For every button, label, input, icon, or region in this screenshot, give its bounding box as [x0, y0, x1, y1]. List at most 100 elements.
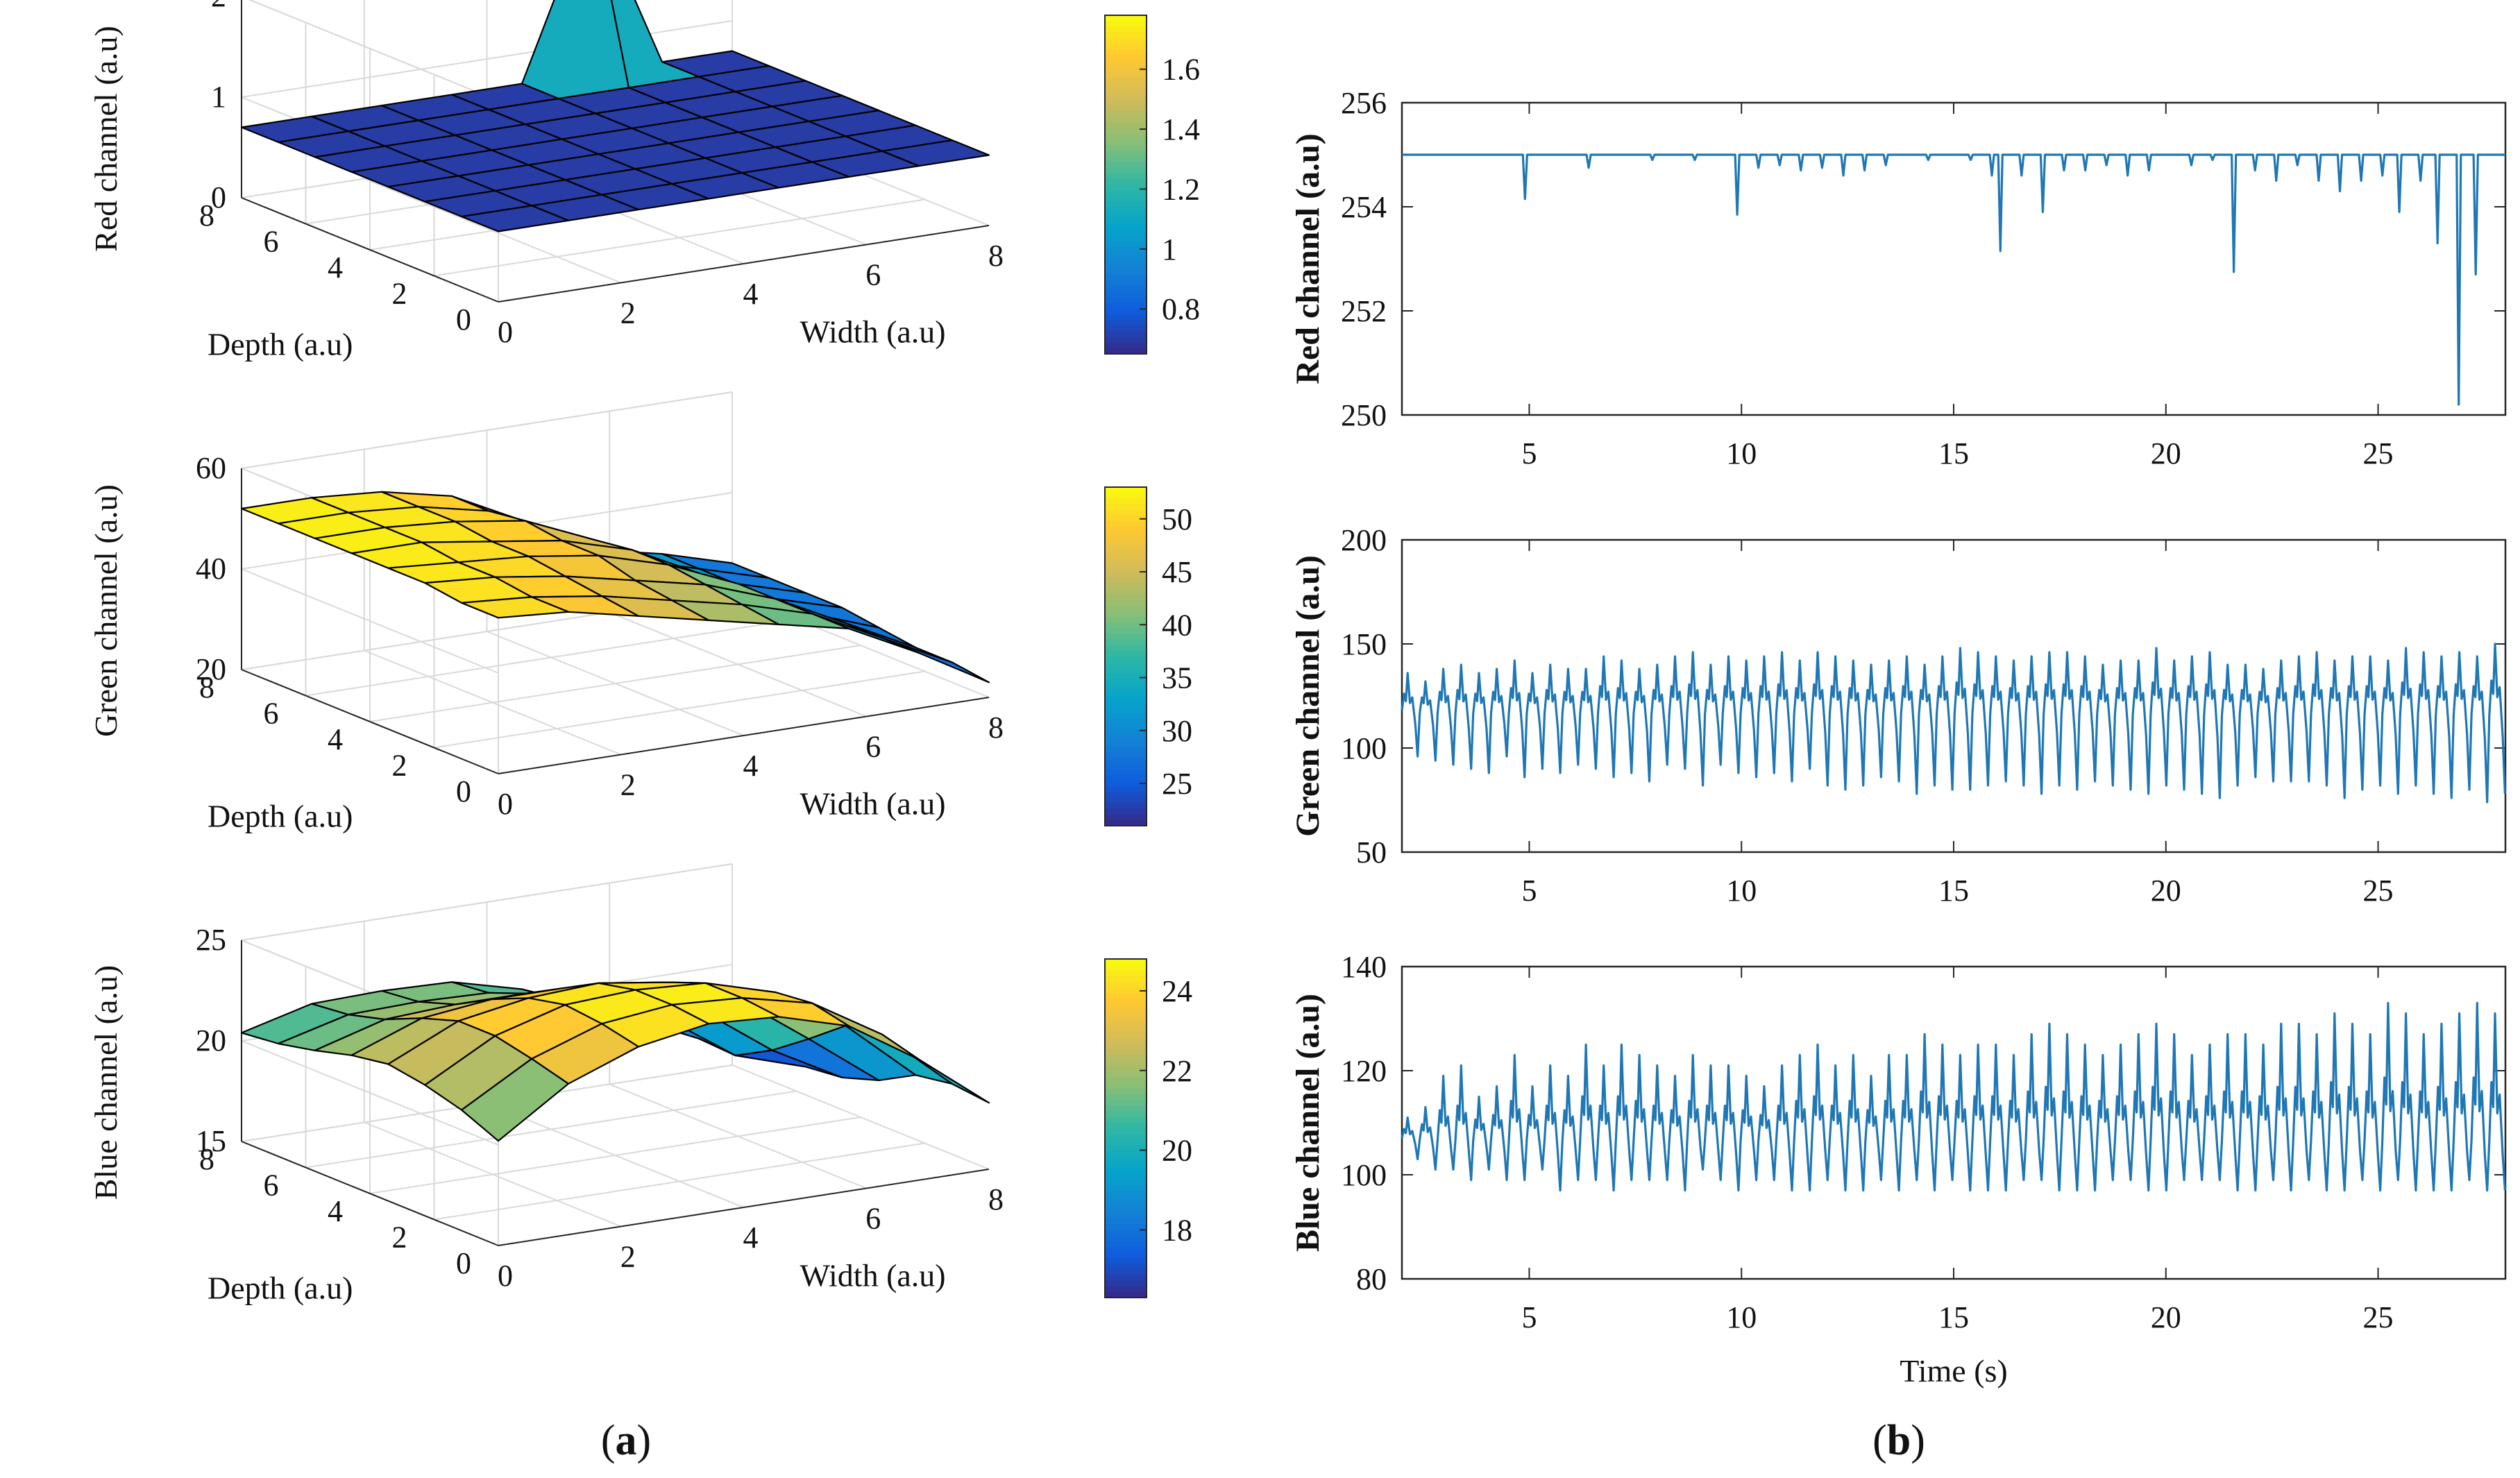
x-axis-label: Width (a.u)	[800, 1258, 945, 1293]
colorbar-segment	[1105, 532, 1147, 539]
colorbar-segment	[1105, 594, 1147, 601]
colorbar-segment	[1105, 792, 1147, 799]
y-axis-label: Blue channel (a.u)	[1289, 994, 1326, 1252]
colorbar-green: 25 30 35 40 45 50	[1104, 486, 1192, 826]
colorbar-segment	[1105, 122, 1147, 129]
x-axis-line	[498, 225, 990, 303]
colorbar-segment	[1105, 1128, 1147, 1135]
colorbar-segment	[1105, 212, 1147, 219]
grid-line	[305, 1090, 797, 1169]
colorbar-segment	[1105, 297, 1147, 304]
surface	[240, 981, 990, 1142]
colorbar-segment	[1105, 1207, 1147, 1214]
x-tick-label: 25	[2363, 436, 2394, 470]
colorbar-segment	[1105, 1071, 1147, 1078]
y-tick-label: 2	[392, 1221, 407, 1255]
colorbar-segment	[1105, 60, 1147, 67]
colorbar-tick-label: 30	[1162, 714, 1192, 748]
x-tick-label: 2	[620, 296, 636, 330]
colorbar-segment	[1105, 218, 1147, 225]
colorbar-segment	[1105, 1150, 1147, 1157]
colorbar-tick-label: 25	[1162, 767, 1192, 801]
colorbar-segment	[1105, 695, 1147, 703]
colorbar-red: 0.8 1 1.2 1.4 1.6	[1104, 15, 1200, 355]
colorbar-segment	[1105, 588, 1147, 595]
colorbar-tick-label: 0.8	[1162, 292, 1200, 326]
line-plot-green: 5 10 15 20 25 50 100 150 200 Green channel (a.u)	[1289, 523, 2507, 908]
colorbar-segment	[1105, 628, 1147, 635]
colorbar-segment	[1105, 190, 1147, 197]
colorbar-segment	[1105, 275, 1147, 282]
colorbar-segment	[1105, 32, 1147, 39]
colorbar-segment	[1105, 1264, 1147, 1271]
colorbar-segment	[1105, 549, 1147, 556]
y-tick-label: 2	[392, 277, 407, 311]
colorbar-segment	[1105, 331, 1147, 338]
colorbar-segment	[1105, 1089, 1147, 1096]
colorbar-segment	[1105, 128, 1147, 135]
colorbar-segment	[1105, 780, 1147, 788]
colorbar-segment	[1105, 77, 1147, 84]
colorbar-segment	[1105, 763, 1147, 770]
z-tick-label: 20	[196, 1023, 226, 1057]
colorbar-segment	[1105, 1145, 1147, 1152]
colorbar-tick-label: 1.2	[1162, 172, 1200, 206]
y-axis-label: Green channel (a.u)	[1289, 555, 1326, 837]
x-tick-label: 5	[1521, 1300, 1537, 1334]
x-tick-label: 20	[2151, 436, 2181, 470]
y-tick-label: 100	[1341, 1158, 1387, 1192]
y-axis-line	[241, 669, 499, 774]
surface	[240, 491, 990, 683]
line-plot-red: 5 10 15 20 25 250 252 254 256 Red channel (a.u)	[1289, 86, 2507, 470]
y-tick-label: 256	[1341, 86, 1387, 120]
y-tick-label: 50	[1356, 835, 1387, 869]
colorbar-segment	[1105, 774, 1147, 781]
colorbar-segment	[1105, 1230, 1147, 1237]
colorbar-segment	[1105, 662, 1147, 669]
y-tick-label: 150	[1341, 627, 1387, 661]
colorbar-segment	[1105, 185, 1147, 192]
colorbar-segment	[1105, 1122, 1147, 1129]
colorbar-segment	[1105, 1258, 1147, 1265]
x-tick-label: 15	[1938, 436, 1969, 470]
colorbar-segment	[1105, 1196, 1147, 1203]
colorbar-segment	[1105, 1179, 1147, 1186]
colorbar-segment	[1105, 718, 1147, 725]
x-axis-label: Time (s)	[1900, 1353, 2008, 1388]
y-tick-label: 6	[264, 225, 279, 259]
x-tick-label: 8	[988, 239, 1004, 273]
colorbar-segment	[1105, 487, 1147, 494]
colorbar-segment	[1105, 1066, 1147, 1073]
grid-line	[369, 645, 861, 722]
y-tick-label: 254	[1341, 190, 1387, 224]
colorbar-segment	[1105, 554, 1147, 561]
colorbar-segment	[1105, 320, 1147, 327]
x-axis-line	[498, 1169, 990, 1246]
y-tick-label: 0	[456, 303, 471, 337]
colorbar-segment	[1105, 797, 1147, 804]
panel-label-b: (b)	[1872, 1417, 1925, 1464]
colorbar-segment	[1105, 970, 1147, 977]
colorbar-segment	[1105, 342, 1147, 349]
grid-line	[241, 391, 733, 469]
colorbar-segment	[1105, 173, 1147, 180]
colorbar-tick-label: 35	[1162, 661, 1192, 695]
colorbar-segment	[1105, 151, 1147, 158]
grid-line	[241, 568, 499, 674]
colorbar-segment	[1105, 1021, 1147, 1028]
colorbar-segment	[1105, 105, 1147, 112]
colorbar-frame	[1104, 958, 1147, 1298]
colorbar-segment	[1105, 1269, 1147, 1276]
colorbar-segment	[1105, 325, 1147, 332]
y-tick-label: 8	[199, 670, 214, 704]
grid-line	[248, 0, 499, 101]
colorbar-segment	[1105, 230, 1147, 237]
colorbar-segment	[1105, 241, 1147, 248]
colorbar-segment	[1105, 741, 1147, 748]
colorbar-segment	[1105, 509, 1147, 516]
colorbar-tick-label: 20	[1162, 1134, 1192, 1168]
colorbar-segment	[1105, 1026, 1147, 1033]
colorbar-segment	[1105, 622, 1147, 629]
panel-label-a: (a)	[601, 1417, 651, 1464]
z-tick-label: 20	[196, 652, 226, 686]
